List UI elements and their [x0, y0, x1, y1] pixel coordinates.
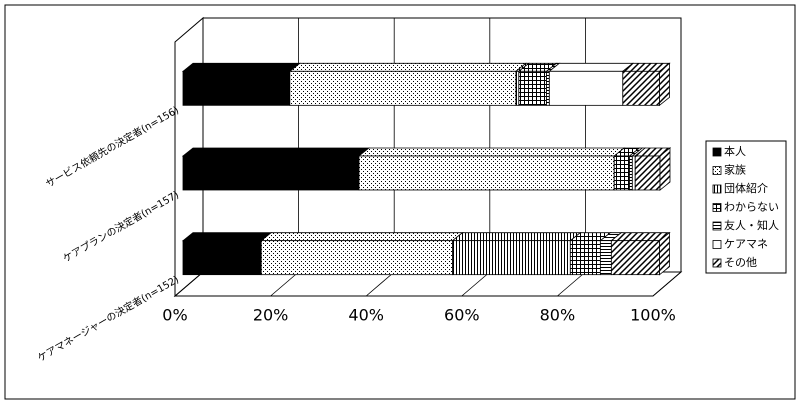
x-tick-label: 80%	[540, 306, 576, 325]
legend-label: 家族	[724, 163, 746, 177]
bar	[634, 155, 661, 191]
bar-top	[548, 62, 634, 72]
bar-side	[659, 231, 670, 276]
bar	[569, 240, 601, 276]
x-tick-label: 40%	[348, 306, 384, 325]
bar-top	[181, 147, 371, 157]
bar-top	[260, 232, 464, 242]
bar	[610, 240, 660, 276]
bar-side	[659, 62, 670, 107]
legend-swatch	[712, 147, 722, 157]
legend-swatch	[712, 240, 722, 249]
legend-swatch	[712, 221, 722, 231]
bar	[613, 155, 630, 191]
bar	[629, 155, 633, 191]
bar	[358, 155, 615, 191]
bar	[599, 240, 612, 276]
bar	[452, 240, 571, 276]
bar-top	[451, 232, 582, 242]
legend-label: 本人	[724, 144, 746, 158]
legend-swatch	[712, 166, 722, 175]
bar	[182, 70, 291, 106]
bar	[515, 70, 520, 106]
x-tick-label: 20%	[253, 306, 289, 325]
bar-top	[357, 147, 626, 157]
bar	[631, 155, 636, 191]
bar-side	[659, 147, 671, 191]
legend-swatch	[712, 184, 722, 194]
legend-label: 友人・知人	[724, 218, 779, 232]
bar-top	[288, 62, 528, 72]
legend-label: ケアマネ	[724, 238, 768, 251]
bar	[548, 70, 624, 106]
grid-line	[652, 18, 682, 297]
floor	[173, 271, 683, 297]
bar	[546, 70, 550, 106]
legend-label: その他	[724, 256, 757, 269]
bar	[182, 155, 360, 191]
bar	[622, 70, 660, 106]
legend-swatch	[712, 258, 722, 268]
legend-label: わからない	[724, 201, 779, 214]
bar	[289, 70, 517, 106]
x-tick-label: 0%	[162, 306, 187, 325]
bar-top	[181, 62, 301, 72]
x-tick-label: 100%	[630, 306, 676, 325]
bar	[182, 240, 262, 276]
legend-swatch	[712, 203, 722, 212]
bar-top	[181, 232, 273, 242]
legend-label: 団体紹介	[724, 181, 768, 195]
x-tick-label: 60%	[444, 306, 480, 325]
bar	[260, 240, 453, 276]
bar	[518, 70, 547, 106]
